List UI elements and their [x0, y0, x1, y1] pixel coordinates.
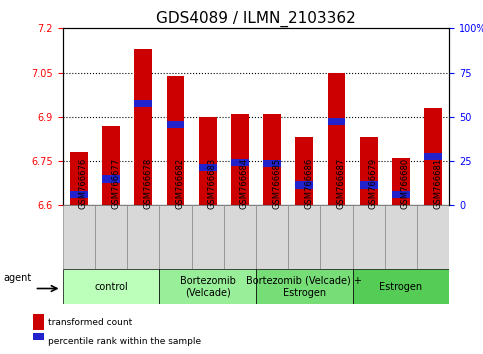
Text: Bortezomib
(Velcade): Bortezomib (Velcade): [180, 276, 236, 298]
Text: control: control: [94, 282, 128, 292]
Bar: [417, 205, 449, 269]
Bar: [70, 152, 88, 205]
Bar: [424, 108, 442, 205]
Text: GSM766686: GSM766686: [304, 157, 313, 209]
Text: GSM766679: GSM766679: [369, 158, 378, 209]
Bar: [424, 153, 442, 160]
Bar: [199, 164, 216, 171]
Bar: [392, 158, 410, 205]
Text: GSM766677: GSM766677: [111, 157, 120, 209]
Bar: [33, 314, 44, 330]
Bar: [296, 137, 313, 205]
Bar: [327, 118, 345, 125]
Bar: [360, 137, 378, 205]
Text: transformed count: transformed count: [48, 318, 132, 327]
Bar: [256, 269, 353, 304]
Bar: [392, 192, 410, 199]
Bar: [134, 49, 152, 205]
Bar: [159, 269, 256, 304]
Bar: [63, 205, 95, 269]
Bar: [263, 114, 281, 205]
Bar: [33, 333, 44, 349]
Bar: [167, 75, 185, 205]
Bar: [231, 114, 249, 205]
Text: agent: agent: [3, 273, 31, 283]
Text: GSM766678: GSM766678: [143, 157, 152, 209]
Bar: [199, 117, 216, 205]
Text: GSM766682: GSM766682: [175, 158, 185, 209]
Text: GSM766676: GSM766676: [79, 157, 88, 209]
Bar: [102, 176, 120, 183]
Bar: [288, 205, 320, 269]
Bar: [385, 205, 417, 269]
Text: Bortezomib (Velcade) +
Estrogen: Bortezomib (Velcade) + Estrogen: [246, 276, 362, 298]
Text: GSM766680: GSM766680: [401, 158, 410, 209]
Text: GSM766681: GSM766681: [433, 158, 442, 209]
Bar: [63, 269, 159, 304]
Bar: [263, 160, 281, 167]
Bar: [353, 205, 385, 269]
Bar: [134, 100, 152, 107]
Text: percentile rank within the sample: percentile rank within the sample: [48, 337, 201, 346]
Title: GDS4089 / ILMN_2103362: GDS4089 / ILMN_2103362: [156, 11, 356, 27]
Bar: [70, 191, 88, 198]
Bar: [360, 181, 378, 188]
Bar: [327, 73, 345, 205]
Bar: [231, 159, 249, 166]
Bar: [353, 269, 449, 304]
Text: GSM766687: GSM766687: [337, 157, 345, 209]
Bar: [296, 181, 313, 188]
Bar: [127, 205, 159, 269]
Text: GSM766685: GSM766685: [272, 158, 281, 209]
Bar: [224, 205, 256, 269]
Bar: [167, 121, 185, 129]
Bar: [95, 205, 127, 269]
Bar: [102, 126, 120, 205]
Bar: [159, 205, 192, 269]
Text: Estrogen: Estrogen: [379, 282, 423, 292]
Bar: [320, 205, 353, 269]
Text: GSM766684: GSM766684: [240, 158, 249, 209]
Text: GSM766683: GSM766683: [208, 157, 217, 209]
Bar: [256, 205, 288, 269]
Bar: [192, 205, 224, 269]
